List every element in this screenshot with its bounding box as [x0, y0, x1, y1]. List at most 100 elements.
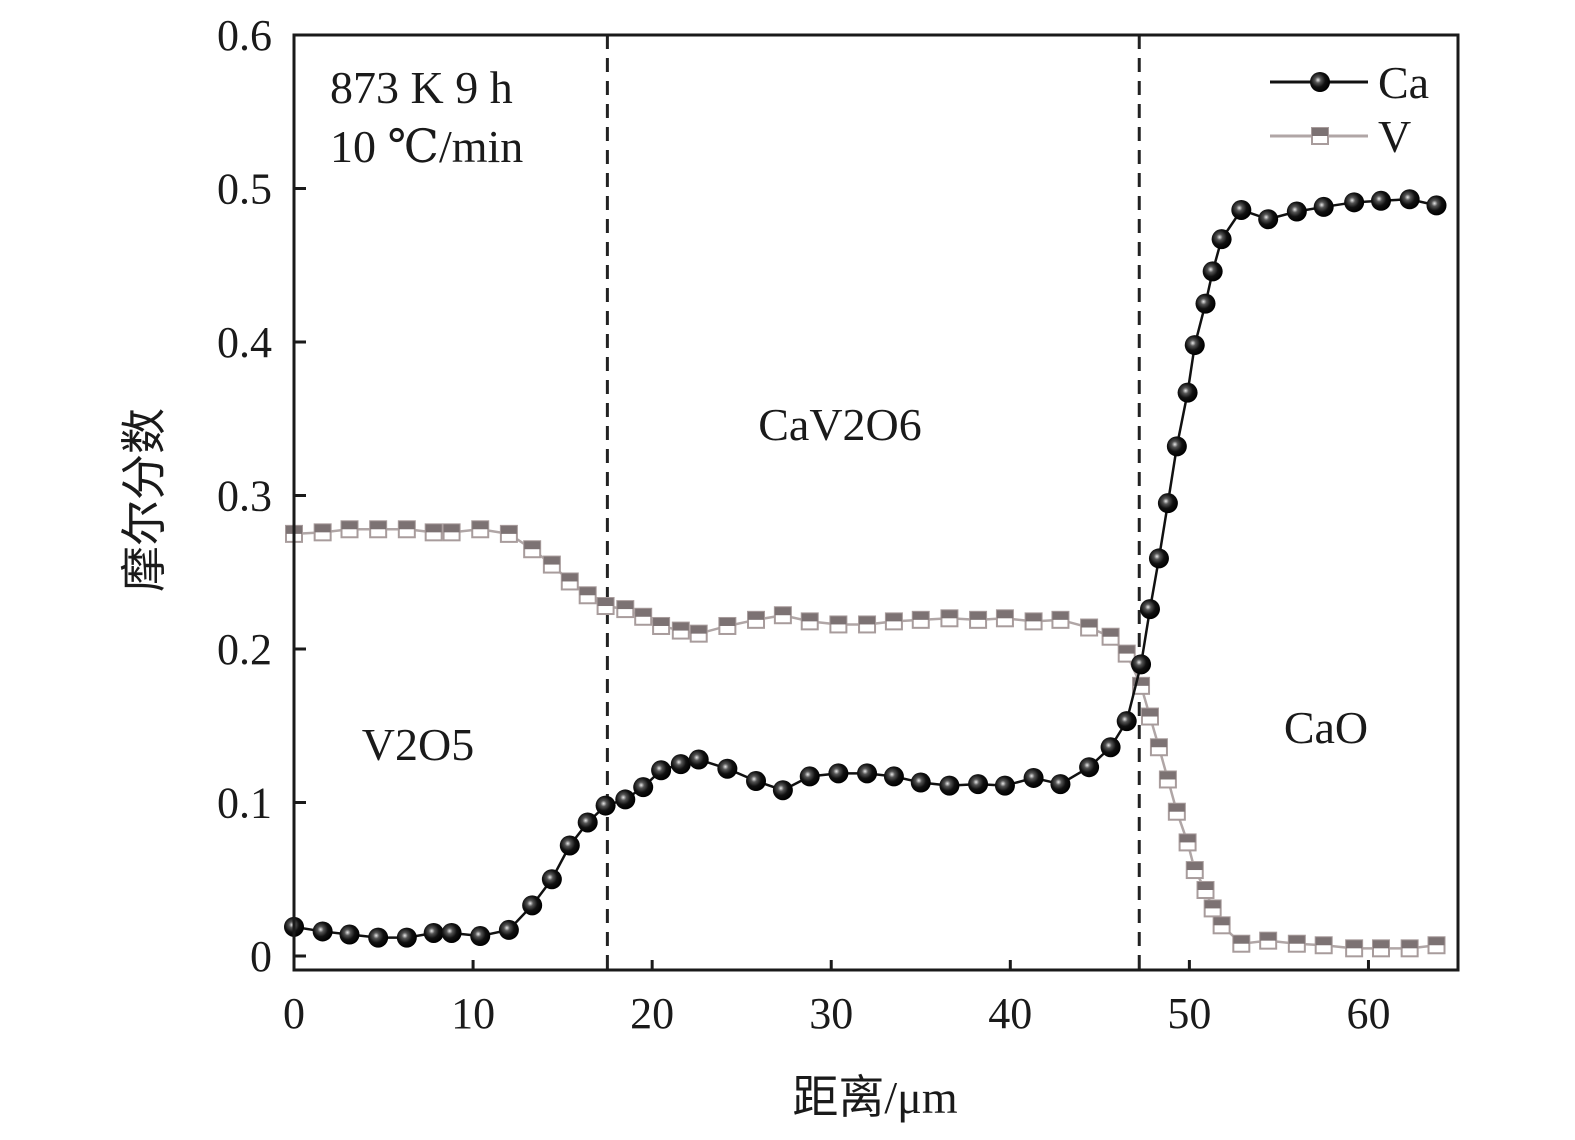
- data-point-Ca: [1100, 737, 1121, 758]
- data-point-V-fill: [859, 616, 876, 625]
- data-point-V-fill: [748, 611, 765, 620]
- series-line-Ca: [293, 197, 1437, 939]
- data-point-Ca: [828, 763, 849, 784]
- data-point-V-fill: [970, 611, 987, 620]
- legend: CaV: [1270, 57, 1429, 162]
- data-point-Ca: [688, 749, 709, 770]
- data-point-V-fill: [425, 524, 442, 533]
- data-point-V-fill: [597, 598, 614, 607]
- data-point-V-fill: [1081, 619, 1098, 628]
- data-point-Ca: [1023, 767, 1044, 788]
- y-tick-label: 0.3: [217, 472, 272, 521]
- condition-line-2: 10 ℃/min: [330, 121, 523, 172]
- data-point-Ca: [1131, 654, 1152, 675]
- series-V: [285, 520, 1446, 958]
- data-point-Ca: [1157, 493, 1178, 514]
- plot-frame: [292, 33, 1460, 972]
- data-point-Ca: [1202, 261, 1223, 282]
- data-point-Ca: [339, 924, 360, 945]
- data-point-V-fill: [830, 616, 847, 625]
- data-point-V-fill: [1179, 834, 1196, 843]
- data-point-V-fill: [617, 601, 634, 610]
- data-point-Ca: [968, 774, 989, 795]
- data-point-V-fill: [672, 622, 689, 631]
- data-point-Ca: [441, 922, 462, 943]
- data-point-Ca: [615, 789, 636, 810]
- data-point-Ca: [312, 921, 333, 942]
- condition-line-1: 873 K 9 h: [330, 62, 513, 113]
- data-point-Ca: [717, 758, 738, 779]
- data-point-V-fill: [1204, 900, 1221, 909]
- x-tick-label: 50: [1167, 989, 1211, 1038]
- data-point-V-fill: [1260, 932, 1277, 941]
- data-point-V-fill: [1141, 708, 1158, 717]
- data-point-V-fill: [1133, 677, 1150, 686]
- y-tick-label: 0: [250, 932, 272, 981]
- y-tick-label: 0.1: [217, 779, 272, 828]
- data-point-V-fill: [774, 607, 791, 616]
- data-point-V-fill: [1159, 771, 1176, 780]
- x-tick-label: 40: [988, 989, 1032, 1038]
- data-point-Ca: [1231, 199, 1252, 220]
- data-point-V-fill: [1213, 917, 1230, 926]
- legend-label-V: V: [1378, 111, 1411, 162]
- x-tick-label: 10: [451, 989, 495, 1038]
- data-point-Ca: [1426, 195, 1447, 216]
- data-point-Ca: [1399, 189, 1420, 210]
- conditions-label: 873 K 9 h 10 ℃/min: [330, 62, 523, 172]
- legend-marker-V-fill: [1312, 128, 1328, 136]
- x-tick-label: 0: [283, 989, 305, 1038]
- data-point-Ca: [994, 775, 1015, 796]
- data-point-V-fill: [314, 524, 331, 533]
- y-tick-label: 0.5: [217, 165, 272, 214]
- data-point-Ca: [1258, 209, 1279, 230]
- data-point-Ca: [1148, 548, 1169, 569]
- data-point-V-fill: [1168, 803, 1185, 812]
- x-tick-label: 30: [809, 989, 853, 1038]
- data-point-Ca: [368, 927, 389, 948]
- data-point-Ca: [799, 766, 820, 787]
- data-point-Ca: [1211, 229, 1232, 250]
- data-point-Ca: [498, 919, 519, 940]
- data-point-V-fill: [1150, 739, 1167, 748]
- data-point-V-fill: [1102, 628, 1119, 637]
- data-point-V-fill: [941, 610, 958, 619]
- y-tick-label: 0.6: [217, 11, 272, 60]
- data-point-V-fill: [1233, 935, 1250, 944]
- data-point-Ca: [746, 771, 767, 792]
- data-point-V-fill: [801, 613, 818, 622]
- data-point-V-fill: [341, 521, 358, 530]
- data-point-Ca: [1050, 774, 1071, 795]
- data-point-Ca: [1079, 757, 1100, 778]
- x-axis-label: 距离/μm: [792, 1072, 957, 1123]
- data-point-V-fill: [561, 573, 578, 582]
- data-point-V-fill: [1428, 937, 1445, 946]
- data-point-Ca: [559, 835, 580, 856]
- data-point-Ca: [1195, 293, 1216, 314]
- data-point-Ca: [1344, 192, 1365, 213]
- data-point-V-fill: [1372, 940, 1389, 949]
- data-point-Ca: [541, 869, 562, 890]
- data-point-V-fill: [1346, 940, 1363, 949]
- data-point-Ca: [577, 812, 598, 833]
- data-point-Ca: [1184, 335, 1205, 356]
- data-point-V-fill: [1197, 881, 1214, 890]
- y-tick-label: 0.2: [217, 625, 272, 674]
- data-point-V-fill: [912, 611, 929, 620]
- data-point-Ca: [1166, 436, 1187, 457]
- data-point-V-fill: [885, 613, 902, 622]
- data-point-Ca: [633, 777, 654, 798]
- data-point-Ca: [1139, 599, 1160, 620]
- phase-label-cav2o6: CaV2O6: [758, 399, 922, 450]
- phase-label-cao: CaO: [1284, 702, 1368, 753]
- data-point-V-fill: [1186, 862, 1203, 871]
- data-point-V-fill: [996, 610, 1013, 619]
- legend-marker-Ca: [1310, 72, 1330, 92]
- data-point-V-fill: [1315, 937, 1332, 946]
- legend-label-Ca: Ca: [1378, 57, 1429, 108]
- data-point-V-fill: [653, 617, 670, 626]
- data-point-Ca: [651, 760, 672, 781]
- data-point-Ca: [522, 895, 543, 916]
- data-point-Ca: [1116, 711, 1137, 732]
